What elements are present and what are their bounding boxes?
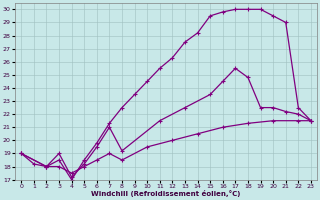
- X-axis label: Windchill (Refroidissement éolien,°C): Windchill (Refroidissement éolien,°C): [92, 190, 241, 197]
